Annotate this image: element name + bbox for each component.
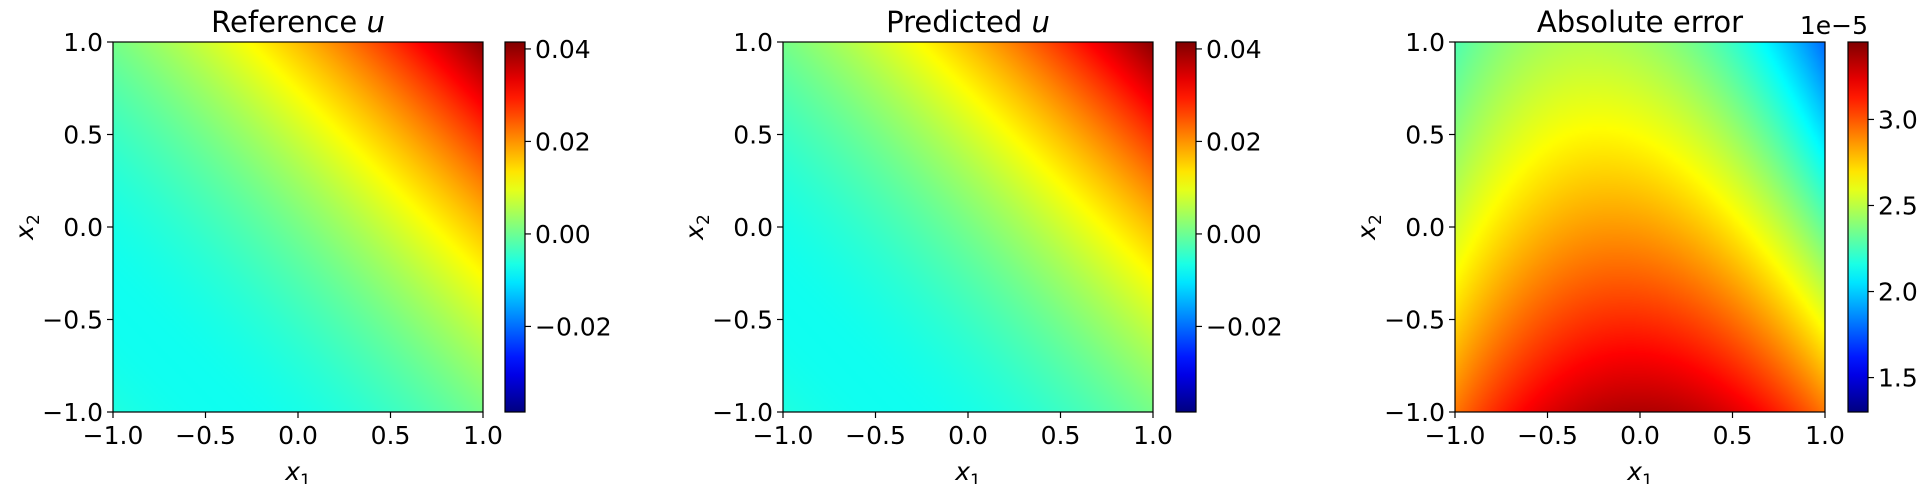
colorbar-frame	[1175, 41, 1197, 413]
y-tick-label: −1.0	[42, 398, 103, 427]
x-axis-label: x1	[284, 457, 311, 484]
x-axis-label: x1	[954, 457, 981, 484]
chart-title-var: u	[1031, 5, 1049, 39]
x-tick-label: −0.5	[845, 421, 906, 450]
colorbar-tick-label: 3.0	[1878, 105, 1918, 134]
panel-1: −1.0 −0.5 0.0 0.5 1.0−1.0−0.50.00.51.0x1x2Re…	[10, 5, 612, 484]
colorbar-tick-label: 2.0	[1878, 278, 1918, 307]
x-axis-label-sub: 1	[300, 471, 311, 484]
heatmap-image	[783, 42, 1153, 412]
x-axis-label-var: x	[954, 457, 970, 484]
x-tick-label: −1.0	[753, 421, 814, 450]
y-axis-label: x2	[1352, 214, 1386, 241]
y-tick-label: 1.0	[63, 28, 103, 57]
x-axis-label-sub: 1	[970, 471, 981, 484]
y-tick-label: −0.5	[1384, 306, 1445, 335]
chart-title-var: u	[366, 5, 384, 39]
colorbar-tick-label: 0.02	[535, 127, 591, 156]
colorbar-offset-label: 1e−5	[1800, 11, 1868, 40]
y-axis-label: x2	[680, 214, 714, 241]
x-tick-label: 1.0	[463, 421, 503, 450]
x-tick-label: 1.0	[1805, 421, 1845, 450]
y-axis-label-var: x	[680, 225, 709, 241]
chart-title-text: Absolute error	[1537, 5, 1743, 39]
x-tick-label: −0.5	[1517, 421, 1578, 450]
y-tick-label: −0.5	[712, 306, 773, 335]
x-tick-label: 0.0	[278, 421, 318, 450]
colorbar-frame	[1847, 41, 1869, 413]
colorbar	[505, 42, 525, 412]
y-tick-label: 0.5	[733, 121, 773, 150]
colorbar-tick-label: −0.02	[535, 312, 612, 341]
x-tick-label: −1.0	[1425, 421, 1486, 450]
colorbar-tick-label: 2.5	[1878, 191, 1918, 220]
y-tick-label: −0.5	[42, 306, 103, 335]
x-axis-label-var: x	[1626, 457, 1642, 484]
chart-title: Reference u	[211, 5, 385, 39]
y-axis-label-sub: 2	[1366, 214, 1386, 225]
colorbar-tick-label: 0.04	[1206, 35, 1262, 64]
x-tick-label: 0.0	[948, 421, 988, 450]
colorbar	[1176, 42, 1196, 412]
heatmap-image	[113, 42, 483, 412]
y-tick-label: −1.0	[712, 398, 773, 427]
panel-2: −1.0 −0.5 0.0 0.5 1.0−1.0−0.50.00.51.0x1x2Pr…	[680, 5, 1283, 484]
x-tick-label: 1.0	[1133, 421, 1173, 450]
x-tick-label: 0.5	[371, 421, 411, 450]
colorbar-tick-label: 0.00	[535, 220, 591, 249]
colorbar-tick-label: 0.04	[535, 35, 591, 64]
y-tick-label: 1.0	[1405, 28, 1445, 57]
x-axis-label: x1	[1626, 457, 1653, 484]
x-tick-label: 0.5	[1713, 421, 1753, 450]
y-axis-label-sub: 2	[24, 214, 44, 225]
panel-3: −1.0 −0.5 0.0 0.5 1.0−1.0−0.50.00.51.0x1x2Ab…	[1352, 5, 1918, 484]
x-tick-label: −1.0	[83, 421, 144, 450]
y-axis-label-var: x	[1352, 225, 1381, 241]
chart-title-text: Reference	[211, 5, 357, 39]
x-tick-label: −0.5	[175, 421, 236, 450]
y-tick-label: 0.0	[63, 213, 103, 242]
chart-title: Absolute error	[1537, 5, 1743, 39]
colorbar-tick-label: 1.5	[1878, 364, 1918, 393]
colorbar	[1848, 42, 1868, 412]
chart-title-text: Predicted	[886, 5, 1022, 39]
y-axis-label: x2	[10, 214, 44, 241]
colorbar-tick-label: 0.00	[1206, 220, 1262, 249]
y-tick-label: 1.0	[733, 28, 773, 57]
chart-title-space	[1022, 5, 1031, 39]
heatmap-image	[1455, 42, 1825, 412]
y-tick-label: 0.0	[733, 213, 773, 242]
y-axis-label-var: x	[10, 225, 39, 241]
colorbar-tick-label: 0.02	[1206, 127, 1262, 156]
x-tick-label: 0.0	[1620, 421, 1660, 450]
colorbar-tick-label: −0.02	[1206, 312, 1283, 341]
colorbar-frame	[504, 41, 526, 413]
y-tick-label: 0.5	[1405, 121, 1445, 150]
chart-title-space	[357, 5, 366, 39]
y-tick-label: −1.0	[1384, 398, 1445, 427]
chart-title: Predicted u	[886, 5, 1050, 39]
x-tick-label: 0.5	[1041, 421, 1081, 450]
y-axis-label-sub: 2	[694, 214, 714, 225]
x-axis-label-sub: 1	[1642, 471, 1653, 484]
y-tick-label: 0.0	[1405, 213, 1445, 242]
x-axis-label-var: x	[284, 457, 300, 484]
y-tick-label: 0.5	[63, 121, 103, 150]
